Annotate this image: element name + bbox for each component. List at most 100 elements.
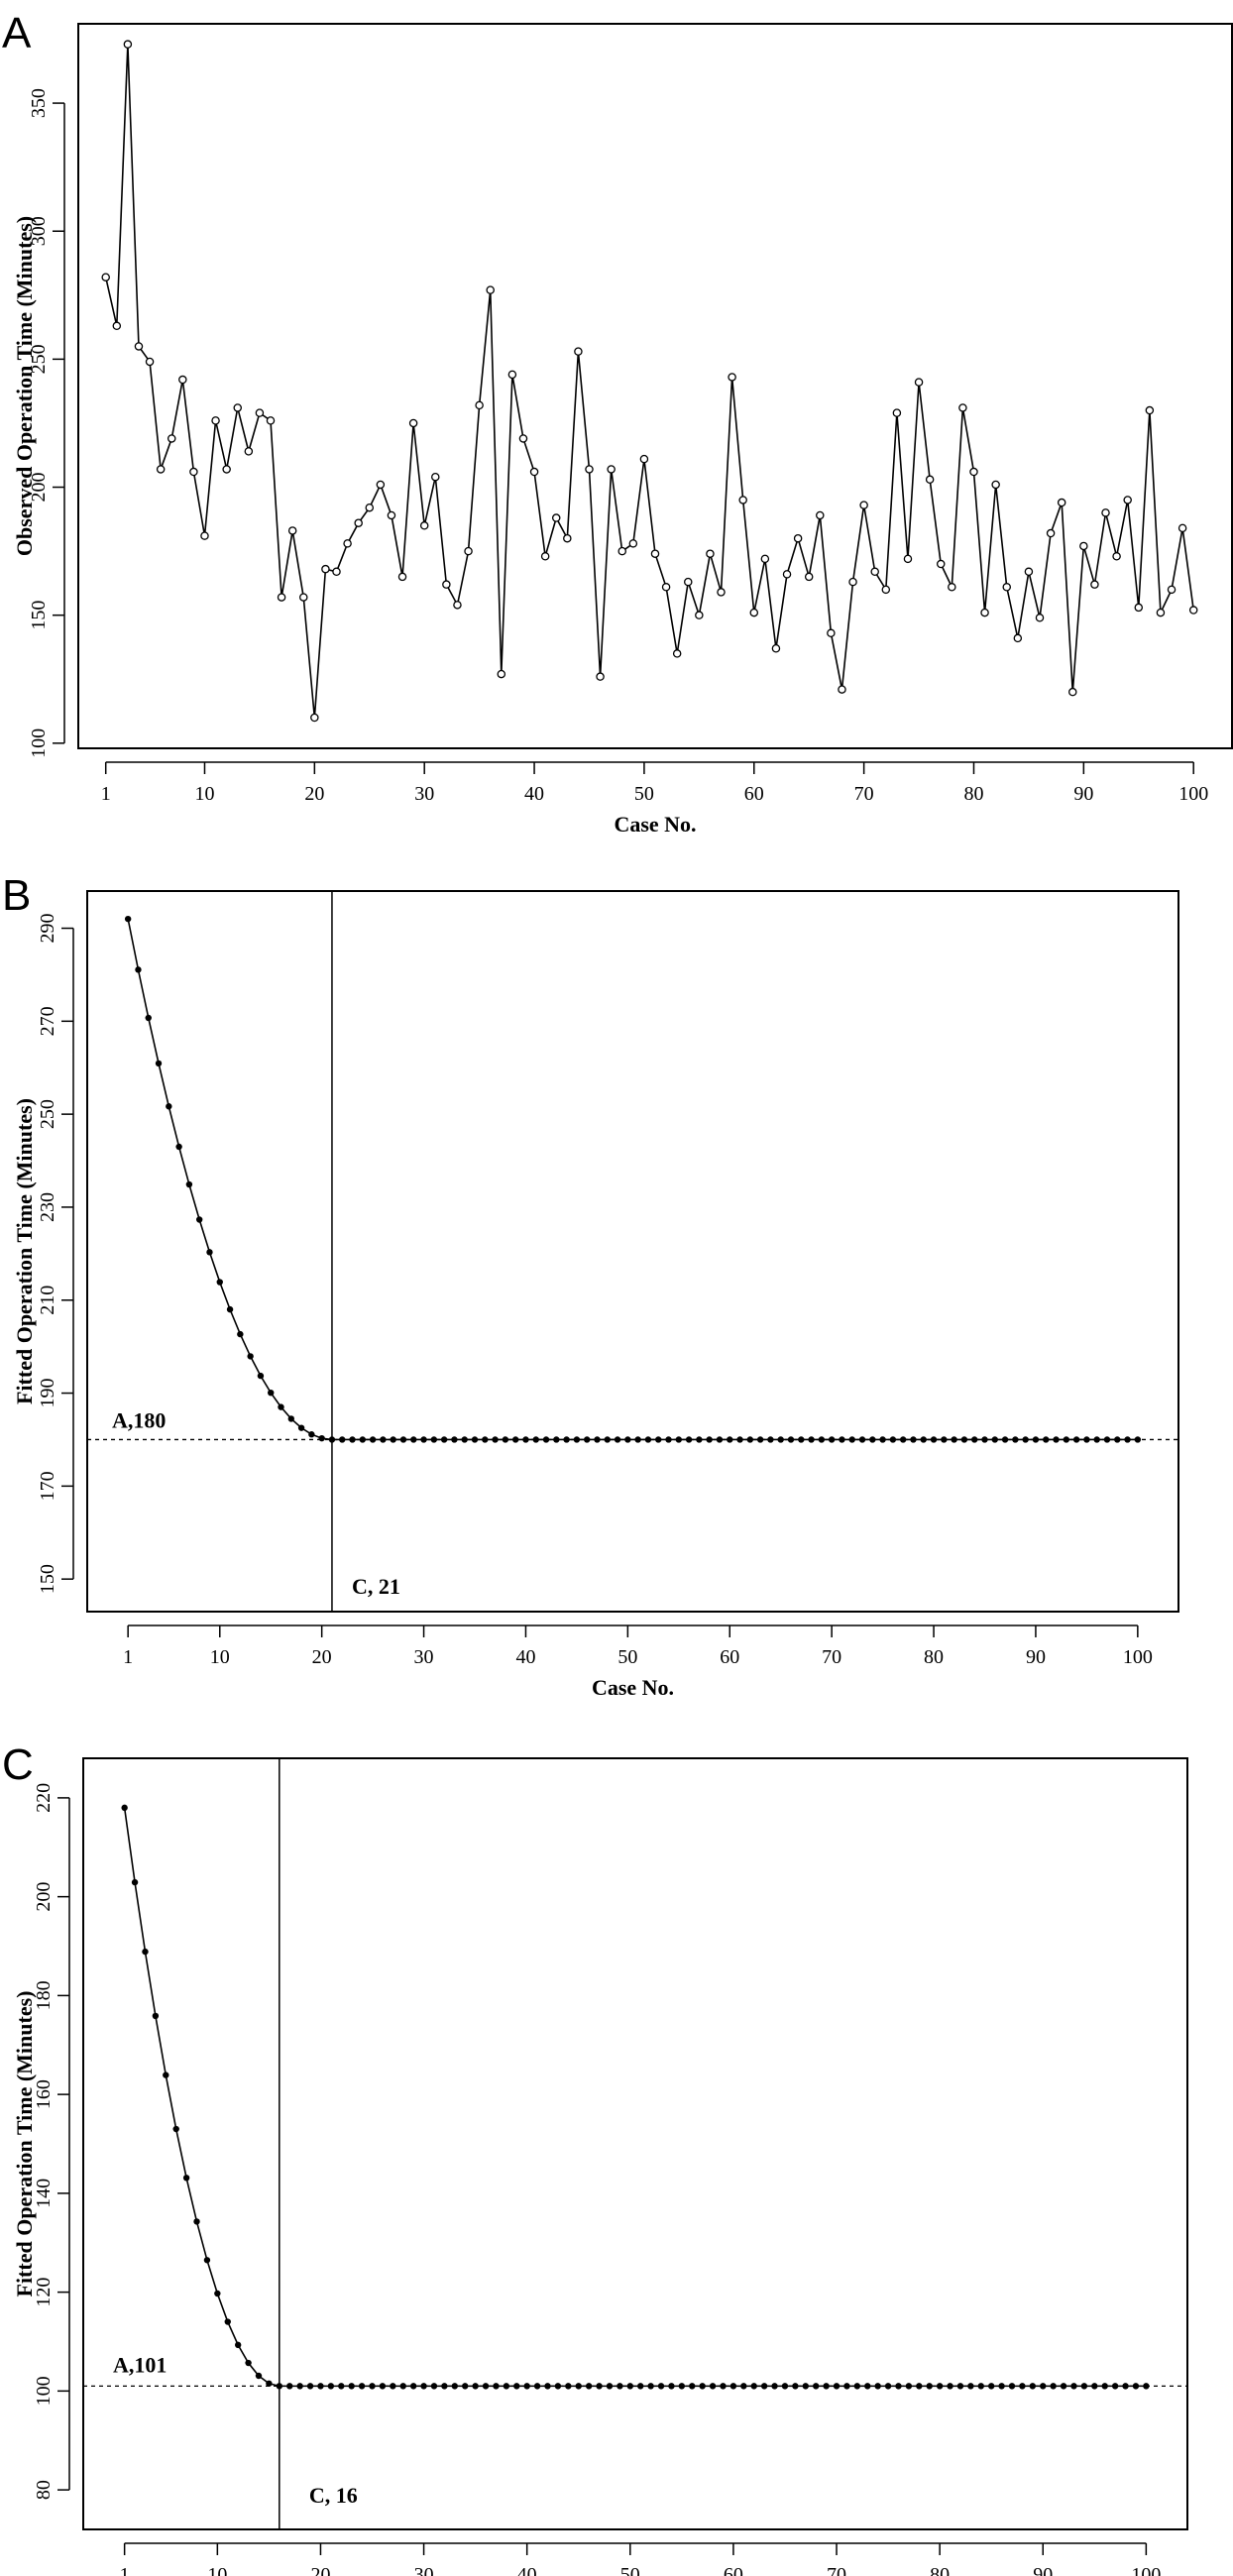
asymptote-annotation: A,180 — [112, 1407, 166, 1432]
data-point — [475, 400, 484, 410]
data-point — [1083, 1436, 1090, 1443]
data-point — [1029, 2383, 1037, 2390]
data-point — [930, 1436, 938, 1443]
data-point — [926, 2383, 933, 2390]
data-point — [419, 521, 429, 530]
data-point — [639, 454, 649, 464]
x-tick-label: 100 — [1123, 1646, 1153, 1668]
data-point — [787, 1436, 795, 1443]
change-point-annotation: C, 21 — [352, 1574, 400, 1599]
data-point — [910, 1436, 917, 1443]
data-point — [332, 567, 341, 577]
data-point — [596, 672, 605, 681]
data-point — [869, 1436, 876, 1443]
data-point — [185, 1180, 193, 1188]
data-point — [327, 2383, 335, 2390]
x-tick-label: 60 — [724, 2564, 743, 2576]
data-point — [123, 40, 133, 49]
data-point — [771, 2383, 778, 2390]
x-axis-title: Case No. — [614, 812, 696, 837]
data-point — [369, 2383, 376, 2390]
y-tick-label: 150 — [37, 1564, 58, 1594]
data-point — [233, 403, 242, 412]
data-point — [297, 1424, 305, 1431]
x-tick-label: 20 — [310, 2564, 330, 2576]
data-point — [1053, 1436, 1060, 1443]
data-point — [960, 1436, 968, 1443]
data-point — [792, 2383, 799, 2390]
data-point — [981, 1436, 988, 1443]
data-point — [604, 1436, 611, 1443]
data-point — [1001, 1436, 1009, 1443]
data-point — [1134, 603, 1144, 613]
data-point — [696, 1436, 703, 1443]
data-point — [255, 408, 265, 417]
x-tick-label: 50 — [634, 783, 654, 805]
data-point — [1050, 2383, 1057, 2390]
y-tick-label: 220 — [33, 1783, 55, 1813]
data-point — [1090, 580, 1099, 589]
x-tick-label: 70 — [822, 1646, 841, 1668]
data-point — [1013, 633, 1023, 643]
data-point — [848, 1436, 855, 1443]
data-point — [695, 611, 704, 619]
y-axis-title: Observed Operation Time (Minutes) — [12, 216, 37, 556]
x-tick-label: 60 — [720, 1646, 739, 1668]
y-tick-label: 230 — [37, 1192, 58, 1222]
data-point — [482, 2383, 490, 2390]
data-point — [167, 434, 176, 443]
data-point — [914, 378, 924, 387]
data-point — [554, 2383, 562, 2390]
data-point — [1143, 2383, 1150, 2390]
data-point — [178, 375, 187, 385]
data-point — [980, 608, 989, 617]
data-point — [268, 1389, 275, 1397]
x-tick-label: 10 — [210, 1646, 230, 1668]
data-point — [310, 713, 319, 723]
data-point — [991, 1436, 998, 1443]
data-point — [1091, 2383, 1098, 2390]
data-point — [818, 1436, 826, 1443]
data-point — [668, 2383, 675, 2390]
data-point — [1145, 405, 1155, 415]
data-point — [1080, 2383, 1088, 2390]
data-point — [1046, 528, 1056, 538]
data-point — [1093, 1436, 1100, 1443]
data-point — [244, 447, 254, 456]
data-point — [471, 1436, 479, 1443]
data-point — [1101, 508, 1110, 517]
data-point — [998, 2383, 1005, 2390]
data-point — [193, 2218, 200, 2225]
data-point — [142, 1948, 149, 1956]
data-point — [563, 1436, 570, 1443]
data-point — [1070, 2383, 1077, 2390]
data-point — [951, 1436, 957, 1443]
data-point — [644, 1436, 652, 1443]
data-point — [299, 593, 308, 602]
data-point — [1040, 2383, 1047, 2390]
data-point — [727, 1436, 733, 1443]
data-point — [617, 546, 626, 556]
data-point — [442, 580, 451, 589]
data-point — [1002, 583, 1011, 592]
data-point — [709, 2383, 717, 2390]
data-point — [657, 2383, 665, 2390]
data-point — [750, 2383, 757, 2390]
data-point — [889, 1436, 897, 1443]
data-point — [782, 570, 792, 579]
data-point — [920, 1436, 927, 1443]
data-point — [365, 503, 375, 512]
y-tick-label: 200 — [33, 1882, 55, 1912]
data-point — [1167, 585, 1177, 595]
x-tick-label: 40 — [515, 1646, 535, 1668]
data-point — [195, 1216, 203, 1223]
data-point — [870, 567, 879, 577]
data-point — [903, 554, 913, 564]
data-point — [948, 583, 956, 592]
data-point — [720, 2383, 727, 2390]
data-point — [916, 2383, 923, 2390]
data-point — [482, 1436, 489, 1443]
data-point — [971, 1436, 978, 1443]
data-point — [532, 1436, 539, 1443]
